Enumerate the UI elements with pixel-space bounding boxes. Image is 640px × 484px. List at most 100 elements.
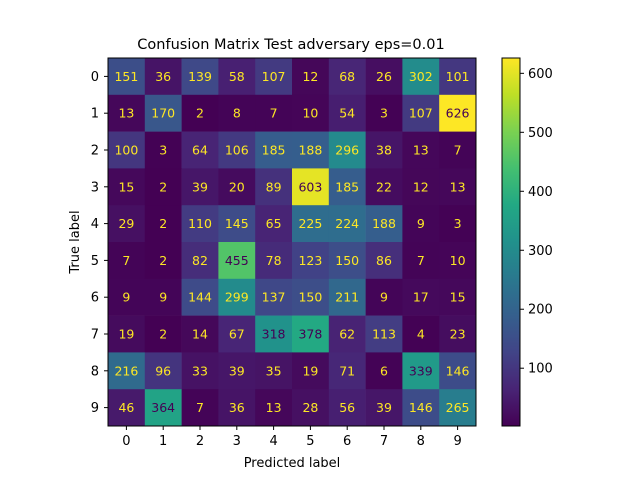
cell-value-label: 15 xyxy=(450,290,466,305)
heatmap-cell xyxy=(402,389,440,427)
cell-value-label: 3 xyxy=(380,106,388,121)
cell-value-label: 89 xyxy=(266,179,282,194)
cell-value-label: 100 xyxy=(114,143,138,158)
x-tick-label: 1 xyxy=(159,434,167,449)
cell-value-label: 17 xyxy=(413,290,429,305)
heatmap-cell xyxy=(108,205,146,243)
heatmap-cell xyxy=(144,205,182,243)
cell-value-label: 106 xyxy=(225,143,249,158)
cell-value-label: 14 xyxy=(192,327,208,342)
plot-frame xyxy=(107,57,477,427)
heatmap-cell xyxy=(402,94,440,132)
heatmap-cell xyxy=(181,389,219,427)
heatmap-cell xyxy=(402,168,440,206)
cell-value-label: 2 xyxy=(159,179,167,194)
heatmap-cell xyxy=(144,58,182,96)
heatmap-cell xyxy=(255,205,293,243)
colorbar-ticks: 100 200 300 400 500 600 xyxy=(520,67,553,377)
colorbar-tick-label: 600 xyxy=(528,67,553,82)
heatmap-cell xyxy=(365,389,403,427)
heatmap-cell xyxy=(218,94,256,132)
cell-value-label: 2 xyxy=(159,327,167,342)
cell-value-label: 3 xyxy=(159,143,167,158)
cell-value-label: 39 xyxy=(229,363,245,378)
cell-value-label: 20 xyxy=(229,179,245,194)
cell-value-label: 38 xyxy=(376,143,392,158)
cell-value-label: 113 xyxy=(372,327,396,342)
cell-value-label: 64 xyxy=(192,143,208,158)
heatmap-cell xyxy=(292,168,330,206)
cell-value-label: 2 xyxy=(159,253,167,268)
x-tick-label: 2 xyxy=(196,434,204,449)
cell-value-label: 146 xyxy=(409,400,433,415)
cell-value-label: 10 xyxy=(450,253,466,268)
cell-value-label: 28 xyxy=(302,400,318,415)
heatmap-cell xyxy=(255,168,293,206)
heatmap-cell xyxy=(328,94,366,132)
cell-value-label: 318 xyxy=(262,327,286,342)
heatmap-cell xyxy=(181,352,219,390)
heatmap-cell xyxy=(144,168,182,206)
heatmap-cell xyxy=(402,242,440,280)
cell-value-label: 13 xyxy=(413,143,429,158)
heatmap-cell xyxy=(328,242,366,280)
heatmap-cell xyxy=(144,389,182,427)
heatmap-cell xyxy=(328,278,366,316)
cell-value-label: 296 xyxy=(335,143,359,158)
heatmap-cell xyxy=(292,389,330,427)
cell-value-label: 7 xyxy=(417,253,425,268)
cell-value-label: 67 xyxy=(229,327,245,342)
heatmap-cell xyxy=(255,389,293,427)
heatmap-cell xyxy=(402,278,440,316)
heatmap-cell xyxy=(292,352,330,390)
heatmap-cell xyxy=(439,389,477,427)
cell-value-label: 96 xyxy=(155,363,171,378)
heatmap-cell xyxy=(402,131,440,169)
heatmap-cell xyxy=(108,131,146,169)
heatmap-cell xyxy=(439,278,477,316)
heatmap-cell xyxy=(181,205,219,243)
heatmap-cell xyxy=(218,205,256,243)
cell-value-label: 78 xyxy=(266,253,282,268)
cell-value-label: 110 xyxy=(188,216,212,231)
heatmap-cell xyxy=(108,94,146,132)
cell-value-label: 9 xyxy=(122,290,130,305)
cell-value-label: 211 xyxy=(335,290,359,305)
cell-value-label: 455 xyxy=(225,253,249,268)
heatmap-cell xyxy=(328,131,366,169)
heatmap-cell xyxy=(255,131,293,169)
cell-value-label: 7 xyxy=(270,106,278,121)
x-tick-label: 8 xyxy=(417,434,425,449)
heatmap-cell xyxy=(144,242,182,280)
heatmap-cell xyxy=(181,315,219,353)
cell-value-label: 65 xyxy=(266,216,282,231)
cell-value-label: 8 xyxy=(233,106,241,121)
y-tick-label: 2 xyxy=(91,144,99,159)
x-tick-label: 5 xyxy=(306,434,314,449)
heatmap-cell xyxy=(402,205,440,243)
heatmap-cell xyxy=(365,58,403,96)
y-tick-label: 1 xyxy=(91,107,99,122)
heatmap-cell xyxy=(365,94,403,132)
y-tick-label: 4 xyxy=(91,217,99,232)
cell-value-label: 123 xyxy=(298,253,322,268)
cell-value-label: 378 xyxy=(298,327,322,342)
y-tick-label: 3 xyxy=(91,180,99,195)
heatmap-cell xyxy=(181,168,219,206)
cell-value-label: 150 xyxy=(298,290,322,305)
heatmap-cell xyxy=(365,242,403,280)
heatmap-cell xyxy=(439,58,477,96)
cell-value-label: 101 xyxy=(446,69,470,84)
heatmap-cell xyxy=(108,58,146,96)
cell-value-label: 12 xyxy=(302,69,318,84)
heatmap-cell xyxy=(439,315,477,353)
heatmap-cell xyxy=(292,94,330,132)
heatmap-cell xyxy=(218,168,256,206)
cell-value-label: 107 xyxy=(262,69,286,84)
cell-value-label: 71 xyxy=(339,363,355,378)
cell-value-label: 339 xyxy=(409,363,433,378)
x-tick-label: 9 xyxy=(453,434,461,449)
heatmap-cell xyxy=(255,94,293,132)
heatmap-cell xyxy=(218,278,256,316)
